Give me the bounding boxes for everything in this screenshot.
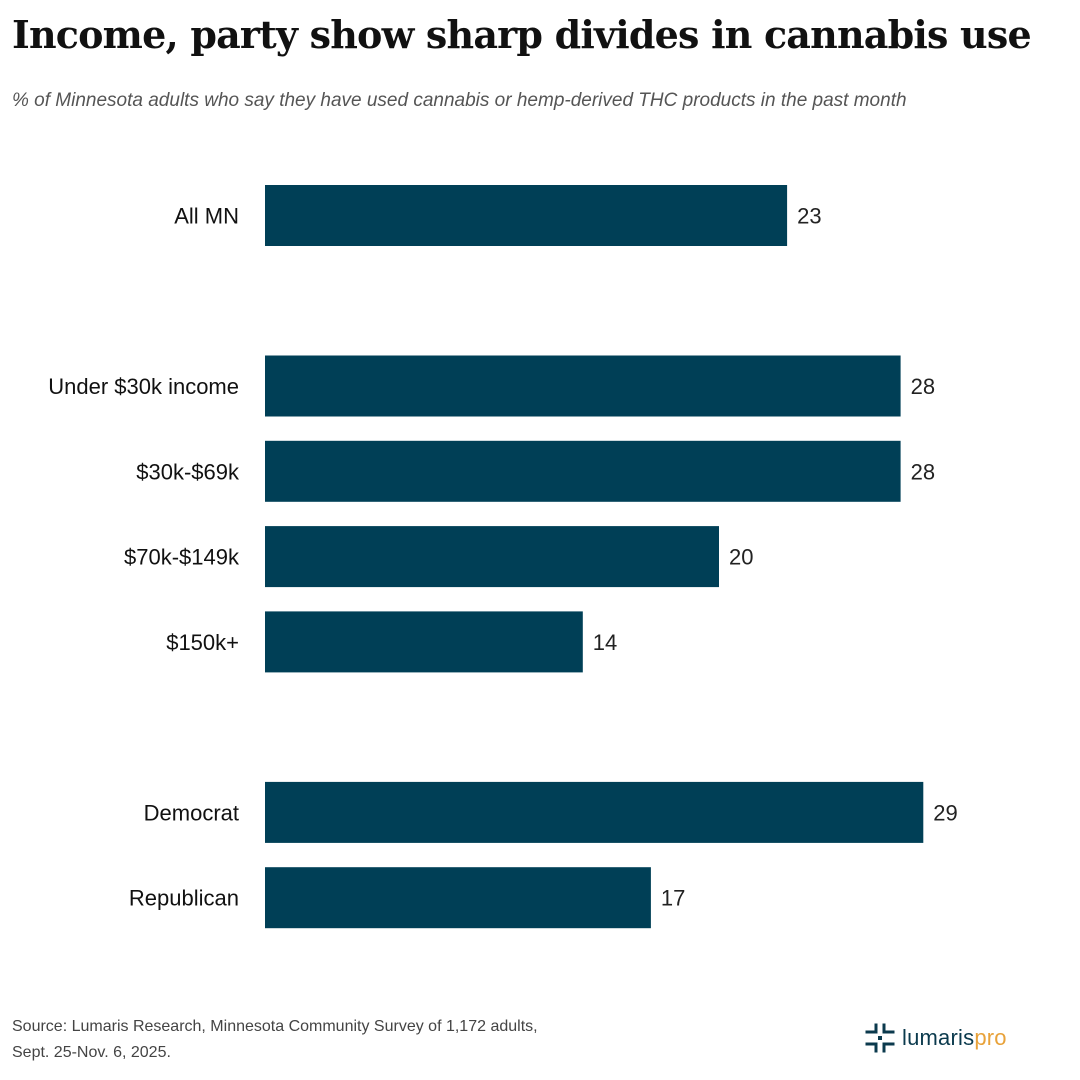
value-label-democrat: 29 — [933, 800, 957, 825]
category-label-democrat: Democrat — [144, 800, 239, 825]
value-label-all-mn: 23 — [797, 204, 821, 229]
brand-logo: lumarispro — [864, 1022, 1007, 1054]
category-label-under-30k-income: Under $30k income — [48, 374, 239, 399]
category-label-republican: Republican — [129, 886, 239, 911]
chart-title: Income, party show sharp divides in cann… — [12, 12, 1032, 57]
value-label-70k-149k: 20 — [729, 545, 753, 570]
bar-70k-149k — [265, 526, 719, 588]
lumaris-cross-icon — [865, 1023, 895, 1053]
bar-150k — [265, 611, 583, 673]
source-line-2: Sept. 25-Nov. 6, 2025. — [12, 1044, 171, 1061]
category-label-150k: $150k+ — [166, 630, 239, 655]
bar-30k-69k — [265, 440, 901, 502]
bar-chart: All MN 23 Under $30k income 28 $30k-$69k 28 $7… — [48, 185, 958, 929]
logo-wordmark: lumarispro — [902, 1025, 1007, 1051]
bar-under-30k-income — [265, 355, 901, 417]
value-label-30k-69k: 28 — [911, 459, 935, 484]
value-label-under-30k-income: 28 — [911, 374, 935, 399]
source-note: Source: Lumaris Research, Minnesota Comm… — [12, 1014, 652, 1066]
bar-all-mn — [265, 185, 788, 246]
bar-democrat — [265, 781, 924, 843]
category-label-70k-149k: $70k-$149k — [124, 545, 240, 570]
logo-text-accent: pro — [974, 1025, 1007, 1050]
bar-republican — [265, 867, 651, 929]
logo-text-main: lumaris — [902, 1025, 975, 1050]
category-label-all-mn: All MN — [174, 204, 239, 229]
category-label-30k-69k: $30k-$69k — [136, 459, 240, 484]
value-label-republican: 17 — [661, 886, 685, 911]
source-line-1: Source: Lumaris Research, Minnesota Comm… — [12, 1018, 538, 1035]
value-label-150k: 14 — [593, 630, 617, 655]
chart-subtitle: % of Minnesota adults who say they have … — [12, 90, 907, 111]
